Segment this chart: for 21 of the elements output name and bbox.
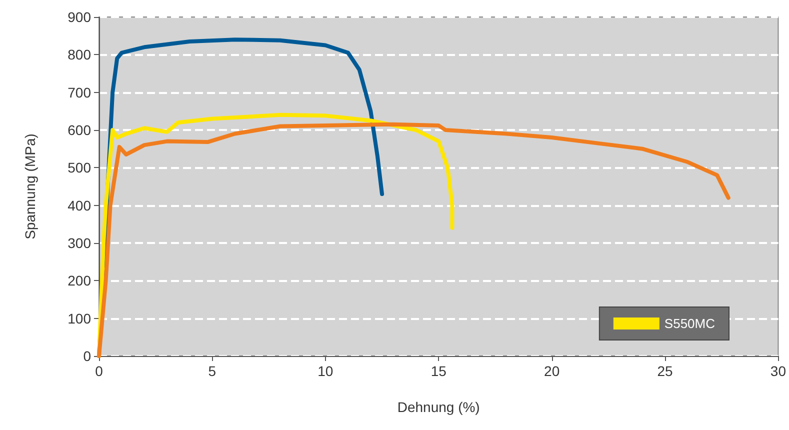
y-tick-label: 600 bbox=[68, 122, 92, 138]
line-series bbox=[97, 122, 730, 358]
y-tick-label: 500 bbox=[68, 160, 92, 176]
x-tick-label: 10 bbox=[318, 363, 334, 379]
x-tick-label: 25 bbox=[657, 363, 674, 379]
y-tick-label: 100 bbox=[68, 310, 92, 326]
x-tick-label: 15 bbox=[430, 363, 447, 379]
y-tick-label: 0 bbox=[83, 348, 92, 364]
y-tick-label: 800 bbox=[68, 46, 92, 63]
x-axis-title: Dehnung (%) bbox=[397, 399, 480, 415]
x-tick-label: 5 bbox=[208, 363, 216, 379]
y-tick-label: 700 bbox=[68, 84, 92, 100]
y-tick-label: 400 bbox=[68, 197, 92, 214]
y-axis-title: Spannung (MPa) bbox=[22, 134, 38, 240]
x-tick-label: 30 bbox=[770, 363, 786, 379]
x-tick-label: 0 bbox=[95, 363, 104, 379]
legend-label: S550MC bbox=[664, 316, 715, 331]
y-tick-label: 300 bbox=[68, 235, 92, 251]
y-tick-label: 200 bbox=[68, 272, 92, 289]
y-tick-label: 900 bbox=[68, 9, 92, 25]
x-tick-label: 20 bbox=[544, 363, 560, 379]
